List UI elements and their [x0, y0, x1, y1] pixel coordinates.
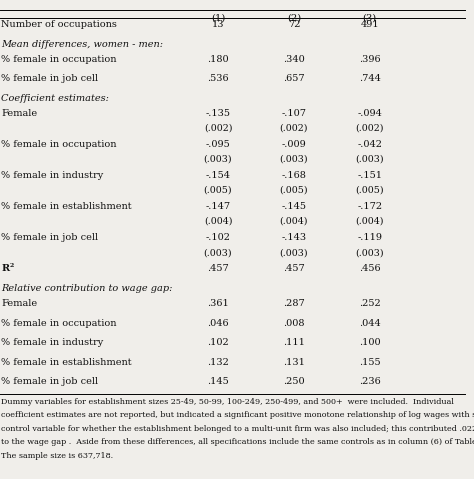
Text: (.005): (.005): [280, 186, 308, 195]
Text: to the wage gap .  Aside from these differences, all specifications include the : to the wage gap . Aside from these diffe…: [1, 438, 474, 446]
Text: .180: .180: [207, 55, 229, 64]
Text: (.003): (.003): [204, 155, 232, 164]
Text: (.003): (.003): [356, 248, 384, 257]
Text: Number of occupations: Number of occupations: [1, 20, 117, 29]
Text: -.172: -.172: [357, 202, 383, 211]
Text: % female in job cell: % female in job cell: [1, 233, 99, 242]
Text: (.003): (.003): [204, 248, 232, 257]
Text: Relative contribution to wage gap:: Relative contribution to wage gap:: [1, 284, 173, 293]
Text: (1): (1): [211, 14, 225, 23]
Text: % female in job cell: % female in job cell: [1, 377, 99, 387]
Text: .046: .046: [207, 319, 229, 328]
Text: % female in job cell: % female in job cell: [1, 74, 99, 83]
Text: (.003): (.003): [280, 248, 308, 257]
Text: .236: .236: [359, 377, 381, 387]
Text: R: R: [1, 264, 9, 274]
Text: -.095: -.095: [206, 140, 230, 149]
Text: .657: .657: [283, 74, 305, 83]
Text: (.005): (.005): [356, 186, 384, 195]
Text: -.119: -.119: [357, 233, 382, 242]
Text: -.145: -.145: [282, 202, 306, 211]
Text: -.154: -.154: [206, 171, 230, 180]
Text: Coefficient estimates:: Coefficient estimates:: [1, 94, 109, 103]
Text: -.107: -.107: [282, 109, 306, 118]
Text: .102: .102: [207, 338, 229, 347]
Text: 13: 13: [212, 20, 224, 29]
Text: -.042: -.042: [357, 140, 382, 149]
Text: .744: .744: [359, 74, 381, 83]
Text: (2): (2): [287, 14, 301, 23]
Text: .111: .111: [283, 338, 305, 347]
Text: -.168: -.168: [282, 171, 306, 180]
Text: % female in establishment: % female in establishment: [1, 202, 132, 211]
Text: coefficient estimates are not reported, but indicated a significant positive mon: coefficient estimates are not reported, …: [1, 411, 474, 420]
Text: .250: .250: [283, 377, 305, 387]
Text: .456: .456: [359, 264, 381, 274]
Text: .044: .044: [359, 319, 381, 328]
Text: .008: .008: [283, 319, 305, 328]
Text: (.004): (.004): [356, 217, 384, 226]
Text: -.143: -.143: [281, 233, 307, 242]
Text: 72: 72: [288, 20, 300, 29]
Text: % female in occupation: % female in occupation: [1, 319, 117, 328]
Text: .145: .145: [207, 377, 229, 387]
Text: (.002): (.002): [356, 124, 384, 133]
Text: .287: .287: [283, 299, 305, 308]
Text: (.002): (.002): [204, 124, 232, 133]
Text: 2: 2: [10, 263, 14, 268]
Text: .536: .536: [207, 74, 229, 83]
Text: % female in industry: % female in industry: [1, 171, 104, 180]
Text: Female: Female: [1, 109, 37, 118]
Text: .155: .155: [359, 358, 381, 367]
Text: (.003): (.003): [356, 155, 384, 164]
Text: .131: .131: [283, 358, 305, 367]
Text: -.135: -.135: [206, 109, 230, 118]
Text: -.094: -.094: [357, 109, 382, 118]
Text: (.003): (.003): [280, 155, 308, 164]
Text: Mean differences, women - men:: Mean differences, women - men:: [1, 40, 164, 49]
Text: 491: 491: [360, 20, 379, 29]
Text: .396: .396: [359, 55, 381, 64]
Text: .132: .132: [207, 358, 229, 367]
Text: (.004): (.004): [280, 217, 308, 226]
Text: % female in occupation: % female in occupation: [1, 55, 117, 64]
Text: -.102: -.102: [206, 233, 230, 242]
Text: The sample size is 637,718.: The sample size is 637,718.: [1, 452, 114, 460]
Text: -.147: -.147: [205, 202, 231, 211]
Text: control variable for whether the establishment belonged to a multi-unit firm was: control variable for whether the establi…: [1, 425, 474, 433]
Text: -.151: -.151: [357, 171, 382, 180]
Text: .361: .361: [207, 299, 229, 308]
Text: % female in establishment: % female in establishment: [1, 358, 132, 367]
Text: .100: .100: [359, 338, 381, 347]
Text: .457: .457: [207, 264, 229, 274]
Text: (.005): (.005): [204, 186, 232, 195]
Text: (.002): (.002): [280, 124, 308, 133]
Text: .252: .252: [359, 299, 381, 308]
Text: -.009: -.009: [282, 140, 306, 149]
Text: Female: Female: [1, 299, 37, 308]
Text: .340: .340: [283, 55, 305, 64]
Text: .457: .457: [283, 264, 305, 274]
Text: (3): (3): [363, 14, 377, 23]
Text: Dummy variables for establishment sizes 25-49, 50-99, 100-249, 250-499, and 500+: Dummy variables for establishment sizes …: [1, 398, 454, 406]
Text: % female in industry: % female in industry: [1, 338, 104, 347]
Text: (.004): (.004): [204, 217, 232, 226]
Text: % female in occupation: % female in occupation: [1, 140, 117, 149]
